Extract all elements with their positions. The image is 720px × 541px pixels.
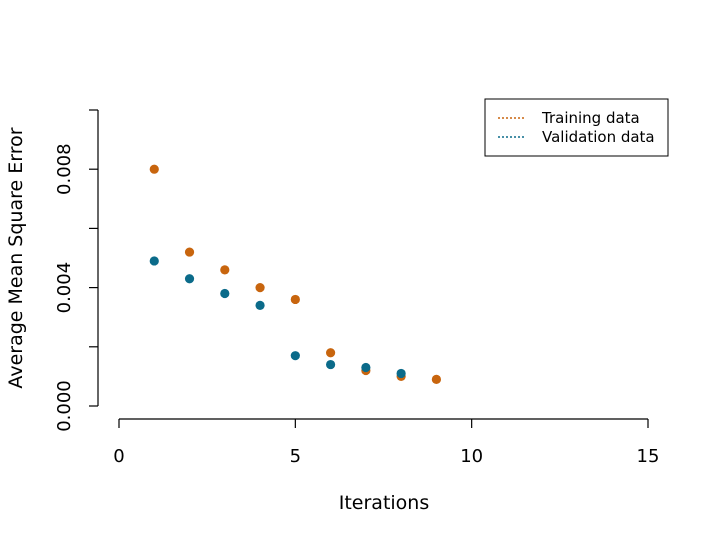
training-point [431, 374, 441, 384]
training-point [290, 294, 300, 305]
validation-point [184, 274, 195, 284]
x-tick-label: 15 [637, 446, 660, 467]
legend-entry-label: Training data [541, 109, 640, 127]
y-axis: 0.000 0.004 0.008 [54, 109, 99, 432]
training-point [149, 164, 159, 174]
legend-entry-label: Validation data [542, 128, 655, 146]
x-tick-label: 10 [460, 446, 483, 467]
validation-point [326, 359, 336, 370]
validation-point [220, 288, 230, 299]
x-axis-title: Iterations [339, 492, 430, 514]
training-point [184, 247, 195, 257]
legend-box [484, 98, 669, 157]
y-axis-title: Average Mean Square Error [5, 127, 27, 388]
training-point [220, 265, 230, 275]
x-axis: 0 5 10 15 [113, 418, 660, 467]
data-points [149, 164, 441, 384]
y-tick-label: 0.000 [54, 380, 75, 432]
validation-point [361, 362, 371, 373]
y-tick-label: 0.004 [54, 262, 75, 314]
validation-point [290, 351, 300, 361]
training-point [255, 283, 265, 293]
validation-point [396, 368, 406, 379]
validation-point [149, 256, 159, 266]
validation-point [255, 300, 265, 310]
training-point [326, 348, 336, 358]
x-tick-label: 0 [113, 446, 124, 467]
y-tick-label: 0.008 [54, 143, 75, 195]
x-tick-label: 5 [290, 446, 301, 467]
